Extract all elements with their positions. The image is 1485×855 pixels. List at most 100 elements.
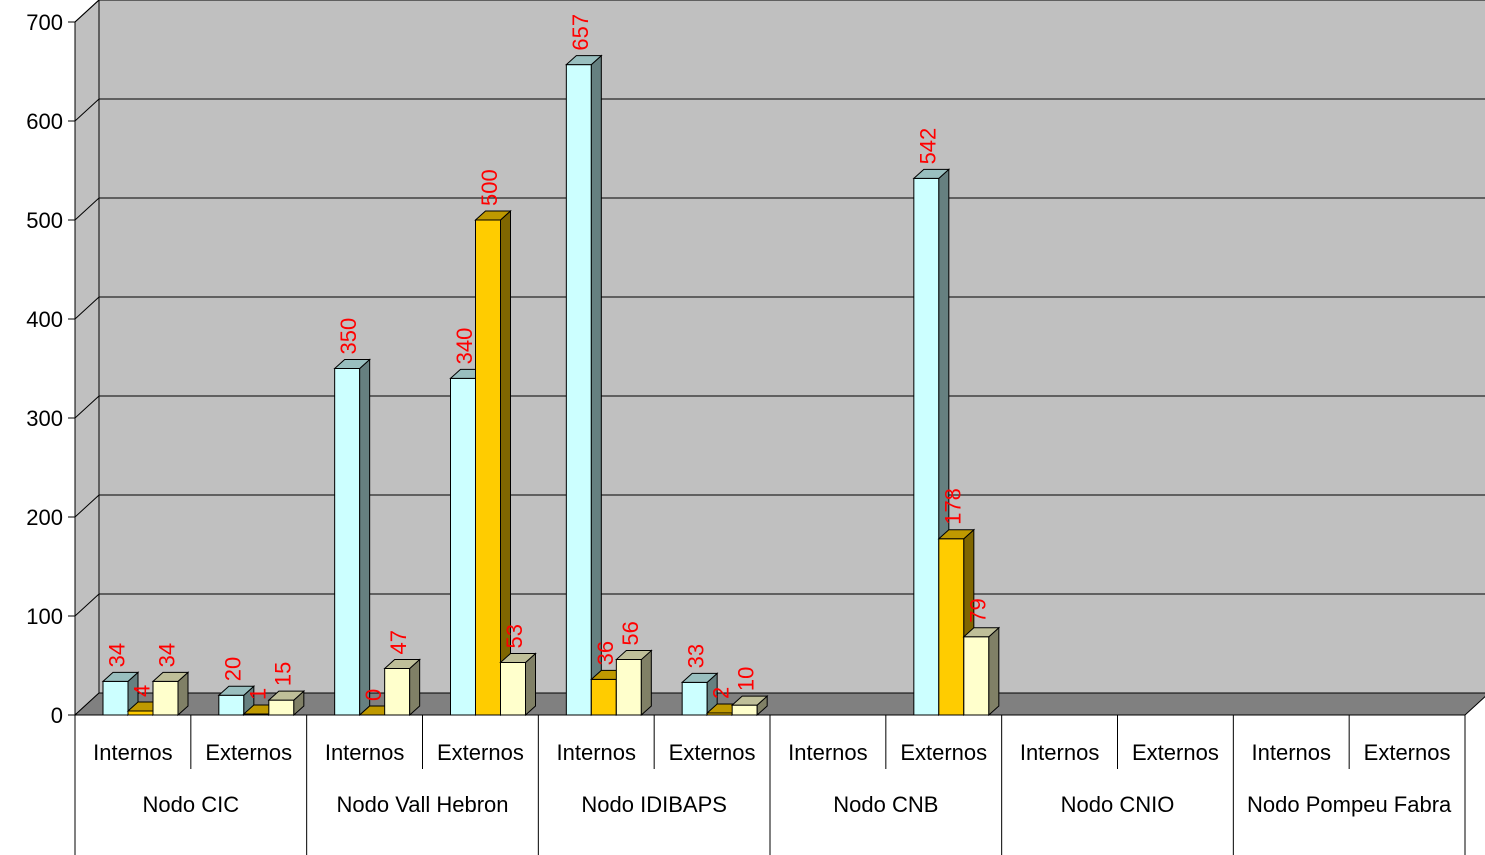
bar	[730, 694, 769, 717]
data-label: 1	[245, 688, 270, 700]
data-label: 178	[940, 488, 965, 525]
bar-top	[101, 671, 140, 682]
bar-top	[680, 672, 719, 683]
bar-side	[409, 658, 421, 717]
bar-front	[590, 678, 617, 716]
data-label: 340	[452, 328, 477, 365]
bar-top	[383, 658, 421, 669]
bar-front	[565, 64, 592, 716]
data-label: 33	[684, 644, 709, 668]
back-wall	[98, 0, 1485, 694]
x-subcategory-label: Externos	[900, 740, 987, 765]
x-subcategory-label: Externos	[437, 740, 524, 765]
data-label: 20	[220, 657, 245, 681]
bar-front	[127, 710, 154, 716]
x-group-label: Nodo CNB	[833, 792, 938, 817]
bar	[680, 672, 719, 717]
y-tick-label: 400	[26, 307, 63, 332]
bar-front	[938, 538, 965, 716]
bar	[962, 626, 1001, 717]
data-label: 47	[386, 630, 411, 654]
x-axis-table: Internos Externos Nodo CIC Internos Externos…	[74, 715, 1466, 855]
bar	[333, 358, 371, 717]
y-tick-label: 200	[26, 505, 63, 530]
x-group-label: Nodo CIC	[143, 792, 240, 817]
bars	[101, 54, 1001, 717]
data-label: 4	[130, 685, 155, 697]
data-label: 15	[270, 662, 295, 686]
y-tick-label: 700	[26, 10, 63, 35]
gridline	[74, 0, 1485, 23]
side-wall	[74, 0, 100, 717]
chart-walls	[73, 0, 1485, 717]
x-subcategory-label: Externos	[1364, 740, 1451, 765]
bar-side	[590, 54, 602, 717]
data-label: 2	[709, 687, 734, 699]
x-subcategory-label: Internos	[93, 740, 173, 765]
bar-front	[731, 704, 758, 716]
y-tick-label: 500	[26, 208, 63, 233]
data-label: 56	[618, 621, 643, 645]
x-subcategory-label: Internos	[325, 740, 405, 765]
bar-side	[525, 652, 536, 717]
bar-top	[962, 627, 1001, 638]
x-subcategory-label: Internos	[788, 740, 868, 765]
bar-front	[475, 219, 501, 716]
y-tick-label: 0	[51, 703, 63, 728]
data-label: 657	[568, 14, 593, 51]
data-label: 34	[155, 643, 180, 667]
y-tick-label: 100	[26, 604, 63, 629]
data-label: 53	[502, 624, 527, 648]
bar	[383, 658, 421, 717]
bar-top	[474, 210, 512, 221]
gridline	[74, 593, 1485, 617]
gridline	[74, 296, 1485, 320]
bar-front	[152, 680, 179, 716]
data-label: 34	[105, 643, 130, 667]
x-subcategory-label: Externos	[669, 740, 756, 765]
bar-front	[102, 680, 129, 716]
data-label: 350	[336, 318, 361, 355]
bar	[151, 671, 190, 717]
gridline	[74, 494, 1485, 518]
gridline	[74, 197, 1485, 221]
bar-top	[217, 685, 256, 696]
y-axis: 0 100 200 300 400 500 600 700	[26, 10, 76, 728]
data-label: 500	[477, 169, 502, 206]
x-group-label: Nodo Vall Hebron	[336, 792, 508, 817]
bar-front	[615, 659, 642, 716]
bar-front	[450, 377, 476, 716]
gridline	[74, 395, 1485, 419]
y-tick-label: 600	[26, 109, 63, 134]
bar-top	[565, 55, 603, 66]
bar-side	[359, 358, 371, 717]
bar	[615, 649, 653, 717]
bar	[565, 54, 603, 717]
x-subcategory-label: Externos	[205, 740, 292, 765]
bar-top	[912, 168, 951, 179]
gridline	[74, 98, 1485, 122]
bar-top	[333, 359, 371, 369]
y-tick-label: 300	[26, 406, 63, 431]
bar-front	[384, 667, 411, 716]
data-label: 10	[734, 667, 759, 691]
bar-front	[218, 694, 245, 716]
data-label: 79	[965, 598, 990, 622]
bar-side	[988, 626, 1000, 717]
bar-top	[267, 690, 306, 701]
x-group-label: Nodo CNIO	[1061, 792, 1175, 817]
x-subcategory-label: Internos	[557, 740, 637, 765]
bar-top	[615, 650, 653, 661]
bar-front	[500, 662, 526, 716]
bar-top	[499, 653, 537, 664]
bar	[499, 652, 537, 717]
bar-top	[937, 529, 976, 540]
gridlines	[74, 0, 1485, 617]
x-subcategory-label: Internos	[1020, 740, 1100, 765]
x-group-label: Nodo IDIBAPS	[581, 792, 727, 817]
bar-front	[681, 681, 708, 716]
bar-front	[334, 368, 361, 716]
bar-front	[913, 177, 940, 716]
